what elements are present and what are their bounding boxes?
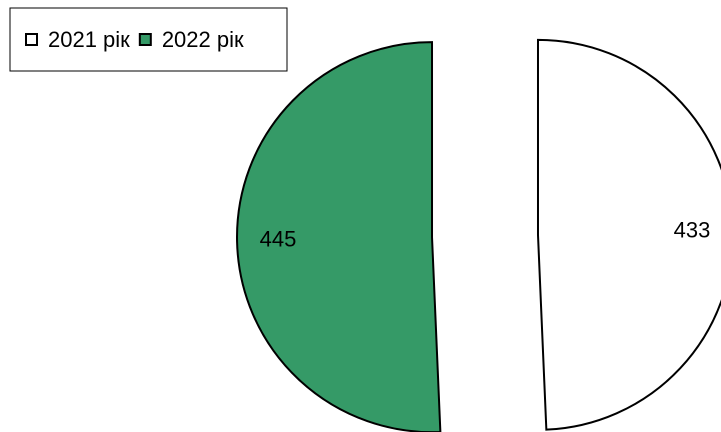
legend-swatch: [138, 33, 152, 46]
legend-label: 2021 рік: [48, 27, 130, 52]
value-label: 445: [260, 226, 297, 251]
pie-slice: [536, 38, 721, 431]
value-label: 433: [674, 217, 711, 242]
legend-label: 2022 рік: [162, 27, 244, 52]
legend-swatch: [25, 33, 38, 46]
pie-slice: [236, 41, 442, 432]
